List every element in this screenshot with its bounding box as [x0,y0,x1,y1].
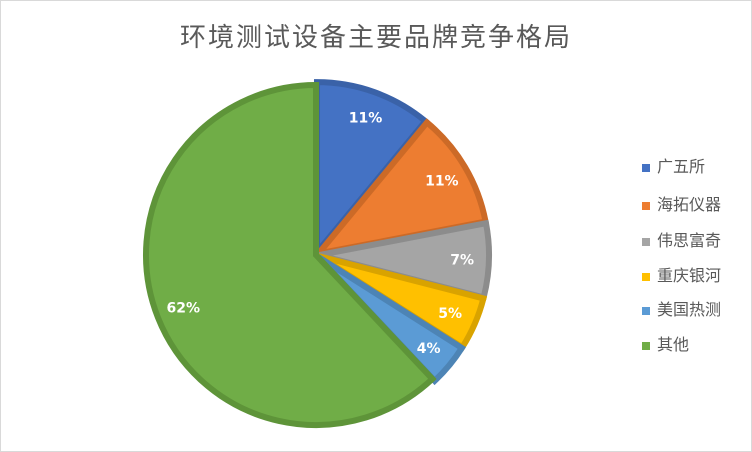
legend-item: 伟思富奇 [642,227,722,250]
data-label: 11% [349,110,383,126]
legend-label: 伟思富奇 [657,231,722,250]
legend-label: 其他 [657,335,690,354]
legend-item: 广五所 [642,153,706,176]
pie-slice-2 [310,118,490,258]
legend-label: 海拓仪器 [657,195,722,214]
legend-label: 重庆银河 [657,266,722,285]
legend-item: 美国热测 [642,296,722,319]
legend-swatch [642,341,650,350]
data-label: 7% [450,253,474,269]
data-label: 62% [166,301,200,317]
legend-swatch [642,272,650,281]
legend-swatch [642,237,650,246]
legend-item: 重庆银河 [642,262,722,285]
pie-slice-1 [314,79,430,261]
data-label: 5% [438,306,462,322]
legend-swatch [642,201,650,210]
pie-slice-6 [143,81,437,428]
chart-title: 环境测试设备主要品牌竞争格局 [179,23,572,53]
data-label: 11% [425,174,459,190]
legend-label: 美国热测 [657,300,722,319]
legend-item: 其他 [642,331,690,354]
legend-swatch [642,163,650,172]
data-label: 4% [417,341,441,357]
legend-label: 广五所 [657,157,706,176]
legend-item: 海拓仪器 [642,191,722,214]
legend-swatch [642,306,650,315]
